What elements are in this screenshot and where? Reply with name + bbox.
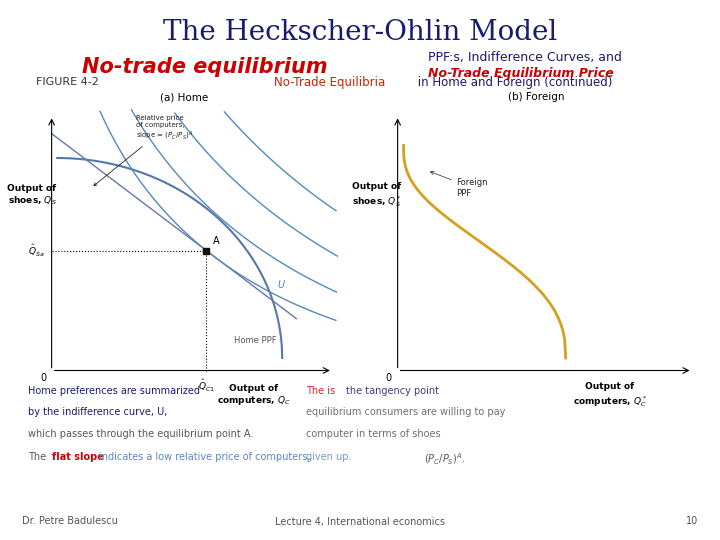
Text: the tangency point: the tangency point xyxy=(346,387,439,396)
Text: equilibrium consumers are willing to pay: equilibrium consumers are willing to pay xyxy=(306,408,505,417)
Text: No-trade equilibrium: No-trade equilibrium xyxy=(82,57,328,77)
Text: FIGURE 4-2: FIGURE 4-2 xyxy=(36,77,99,87)
Text: The: The xyxy=(28,451,50,462)
Text: Foreign
PPF: Foreign PPF xyxy=(431,171,488,198)
Text: 0: 0 xyxy=(40,373,46,383)
Text: 0: 0 xyxy=(386,373,392,383)
Text: indicates a low relative price of computers,: indicates a low relative price of comput… xyxy=(99,451,311,462)
Text: The Heckscher-Ohlin Model: The Heckscher-Ohlin Model xyxy=(163,19,557,46)
Text: $U$: $U$ xyxy=(276,278,286,290)
Text: The is: The is xyxy=(306,387,335,396)
Text: which passes through the equilibrium point A.: which passes through the equilibrium poi… xyxy=(28,429,253,438)
Text: by the indifference curve, U,: by the indifference curve, U, xyxy=(28,408,168,417)
Text: 10: 10 xyxy=(686,516,698,526)
Text: given up.: given up. xyxy=(306,451,351,462)
Text: Output of
computers, $Q_C$: Output of computers, $Q_C$ xyxy=(217,383,291,407)
Text: No-Trade Equilibrium Price: No-Trade Equilibrium Price xyxy=(428,68,614,80)
Text: Lecture 4, International economics: Lecture 4, International economics xyxy=(275,516,445,526)
Text: Home PPF: Home PPF xyxy=(235,336,277,345)
Text: $\hat{Q}_{Sa}$: $\hat{Q}_{Sa}$ xyxy=(28,242,45,259)
Text: Dr. Petre Badulescu: Dr. Petre Badulescu xyxy=(22,516,117,526)
Text: Output of
computers, $Q_C^*$: Output of computers, $Q_C^*$ xyxy=(572,382,647,408)
Text: Home preferences are summarized: Home preferences are summarized xyxy=(28,387,200,396)
Text: A: A xyxy=(213,237,220,246)
Text: $(P_C/P_S)^A$.: $(P_C/P_S)^A$. xyxy=(424,451,466,467)
Text: flat slope: flat slope xyxy=(52,451,104,462)
Text: in Home and Foreign (continued): in Home and Foreign (continued) xyxy=(414,76,613,89)
Text: No-Trade Equilibria: No-Trade Equilibria xyxy=(274,76,385,89)
Text: Output of
shoes, $Q_S$: Output of shoes, $Q_S$ xyxy=(7,184,56,207)
Text: Relative price
of computers,
slope = $(P_C/P_S)^A$: Relative price of computers, slope = $(P… xyxy=(94,115,193,186)
Text: PPF:s, Indifference Curves, and: PPF:s, Indifference Curves, and xyxy=(428,51,622,64)
Text: (b) Foreign: (b) Foreign xyxy=(508,92,564,103)
Text: Output of
shoes, $Q_S^*$: Output of shoes, $Q_S^*$ xyxy=(352,183,402,208)
Text: (a) Home: (a) Home xyxy=(160,92,208,103)
Text: computer in terms of shoes: computer in terms of shoes xyxy=(306,429,441,438)
Text: $\hat{Q}_{C1}$: $\hat{Q}_{C1}$ xyxy=(198,378,215,394)
